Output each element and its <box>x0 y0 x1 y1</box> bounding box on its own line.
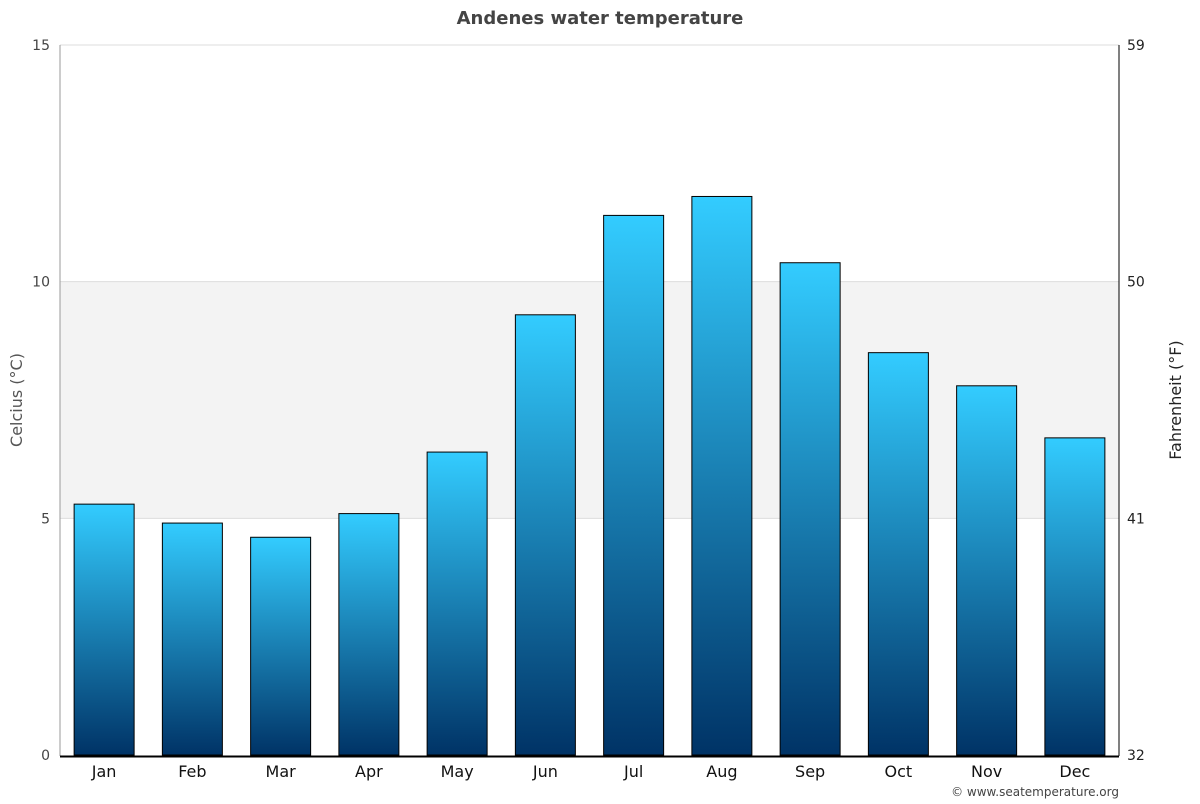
bar-nov[interactable] <box>956 385 1018 756</box>
bar-apr[interactable] <box>338 513 400 756</box>
bar-feb[interactable] <box>161 522 223 756</box>
x-tick-label: Oct <box>885 762 913 781</box>
bar-may[interactable] <box>426 451 488 756</box>
y2-axis-label: Fahrenheit (°F) <box>1166 340 1185 459</box>
x-tick-label: Jul <box>623 762 643 781</box>
bar-aug[interactable] <box>691 195 753 756</box>
bar-sep[interactable] <box>779 262 841 756</box>
bar-dec[interactable] <box>1044 437 1106 756</box>
chart-title: Andenes water temperature <box>457 8 744 29</box>
x-tick-label: Apr <box>355 762 383 781</box>
shaded-band <box>60 281 1119 519</box>
x-tick-label: Aug <box>706 762 737 781</box>
x-tick-label: Sep <box>795 762 825 781</box>
x-tick-label: Dec <box>1059 762 1090 781</box>
y-tick-label: 5 <box>41 511 50 527</box>
bar-mar[interactable] <box>250 536 312 756</box>
x-tick-label: Jun <box>532 762 558 781</box>
y-tick-label: 15 <box>32 38 50 54</box>
x-tick-label: Nov <box>971 762 1002 781</box>
credit: © www.seatemperature.org <box>951 785 1119 799</box>
y-axis-label: Celcius (°C) <box>7 353 26 447</box>
x-tick-label: Feb <box>178 762 206 781</box>
bar-jan[interactable] <box>73 503 135 756</box>
y2-tick-label: 59 <box>1127 38 1145 54</box>
x-tick-label: May <box>441 762 474 781</box>
bar-jun[interactable] <box>514 314 576 756</box>
y-tick-label: 10 <box>32 275 50 291</box>
x-tick-label: Mar <box>266 762 297 781</box>
y2-tick-label: 50 <box>1127 275 1145 291</box>
y2-tick-label: 41 <box>1127 511 1145 527</box>
x-tick-label: Jan <box>91 762 117 781</box>
bar-oct[interactable] <box>867 352 929 756</box>
y-tick-label: 0 <box>41 748 50 764</box>
y2-tick-label: 32 <box>1127 748 1145 764</box>
bar-jul[interactable] <box>603 214 665 756</box>
